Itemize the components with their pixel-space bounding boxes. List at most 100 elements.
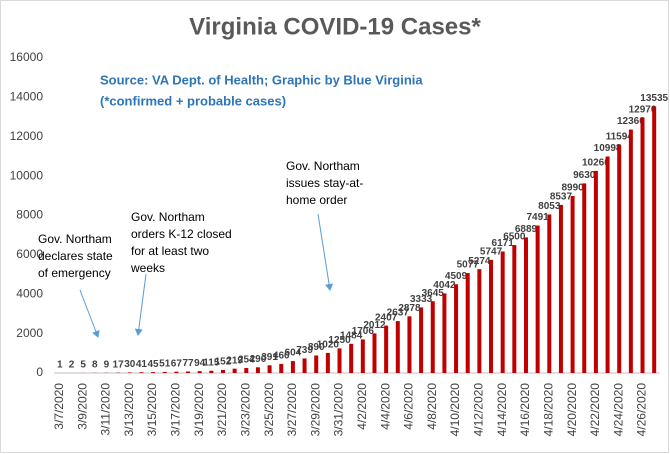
value-label: 2878: [398, 303, 421, 314]
bar: [547, 214, 552, 373]
value-label: 9630: [573, 170, 596, 181]
value-label: 10998: [594, 143, 622, 154]
x-tick-label: 3/23/2020: [238, 383, 252, 437]
x-tick-label: 3/17/2020: [169, 383, 183, 437]
bar: [489, 259, 494, 373]
y-tick-label: 0: [36, 365, 43, 379]
x-tick-label: 4/22/2020: [588, 383, 602, 437]
x-tick-label: 3/31/2020: [332, 383, 346, 437]
x-tick-label: 4/10/2020: [448, 383, 462, 437]
value-label: 115: [203, 357, 220, 368]
bar: [384, 325, 389, 373]
bar: [337, 348, 342, 373]
annotation: Gov. Northam: [38, 232, 112, 246]
bar: [279, 363, 284, 373]
bar: [232, 368, 237, 373]
value-label: 5077: [457, 260, 480, 271]
bar: [535, 225, 540, 373]
value-label: 41: [136, 359, 148, 370]
value-label: 5747: [480, 246, 503, 257]
bar: [465, 273, 470, 373]
x-tick-label: 4/2/2020: [355, 383, 369, 430]
value-label: 2012: [363, 320, 386, 331]
value-label: 460: [273, 351, 290, 362]
annotation: of emergency: [38, 266, 111, 280]
value-label: 67: [171, 358, 183, 369]
subtitle: Source: VA Dept. of Health; Graphic by B…: [100, 72, 423, 87]
bar: [477, 269, 482, 373]
y-tick-label: 14000: [10, 90, 44, 104]
value-label: 6171: [492, 238, 515, 249]
value-label: 391: [261, 352, 278, 363]
value-label: 8537: [550, 192, 573, 203]
bar: [407, 316, 412, 373]
value-label: 30: [124, 359, 136, 370]
bar: [430, 301, 435, 373]
bar: [570, 196, 575, 373]
x-tick-label: 3/11/2020: [99, 383, 113, 436]
bar: [290, 361, 295, 373]
bar: [349, 343, 354, 373]
value-label: 9: [104, 359, 110, 370]
y-tick-label: 16000: [10, 50, 44, 64]
value-label: 739: [296, 345, 313, 356]
bar: [419, 307, 424, 373]
bar: [325, 352, 330, 373]
x-tick-label: 3/19/2020: [192, 383, 206, 437]
x-tick-label: 4/24/2020: [611, 383, 625, 437]
bar: [139, 372, 144, 373]
x-tick-label: 3/15/2020: [145, 383, 159, 437]
value-label: 12366: [617, 116, 645, 127]
subtitle: (*confirmed + probable cases): [100, 93, 286, 108]
bar: [582, 183, 587, 373]
value-label: 4042: [433, 280, 456, 291]
value-label: 2407: [375, 312, 398, 323]
value-label: 77: [182, 358, 194, 369]
x-tick-label: 4/20/2020: [565, 383, 579, 437]
value-label: 5: [80, 360, 86, 371]
chart-title: Virginia COVID-19 Cases*: [189, 13, 481, 40]
value-label: 6889: [515, 224, 538, 235]
value-label: 8: [92, 359, 98, 370]
bar: [652, 106, 657, 373]
bar: [500, 251, 505, 373]
value-label: 254: [238, 355, 255, 366]
value-label: 3333: [410, 294, 433, 305]
value-label: 94: [194, 358, 206, 369]
value-label: 13535: [640, 93, 668, 104]
bar: [605, 156, 610, 373]
value-label: 8990: [561, 183, 584, 194]
value-label: 45: [147, 359, 159, 370]
bar: [640, 117, 645, 373]
bar: [593, 170, 598, 373]
bar: [197, 371, 202, 373]
value-label: 2: [69, 360, 75, 371]
x-tick-label: 3/21/2020: [215, 383, 229, 437]
x-tick-label: 3/25/2020: [262, 383, 276, 437]
x-tick-label: 4/16/2020: [518, 383, 532, 437]
value-label: 5274: [468, 256, 491, 267]
y-tick-label: 8000: [16, 208, 43, 222]
x-tick-label: 4/8/2020: [425, 383, 439, 430]
y-tick-label: 4000: [16, 286, 43, 300]
annotation: orders K-12 closed: [131, 227, 232, 241]
value-label: 219: [226, 355, 243, 366]
bar: [372, 333, 377, 373]
value-label: 12970: [629, 104, 657, 115]
bar: [512, 245, 517, 373]
bar: [442, 293, 447, 373]
value-label: 7491: [527, 212, 550, 223]
annotation: Gov. Northam: [131, 210, 205, 224]
annotation-arrow: [134, 273, 147, 336]
bar: [360, 339, 365, 373]
value-label: 51: [159, 359, 171, 370]
bar: [127, 372, 132, 373]
value-label: 604: [285, 348, 302, 359]
value-label: 152: [215, 357, 232, 368]
bar: [186, 371, 191, 373]
value-label: 1484: [340, 330, 363, 341]
x-tick-label: 4/14/2020: [495, 383, 509, 437]
y-tick-label: 6000: [16, 247, 43, 261]
